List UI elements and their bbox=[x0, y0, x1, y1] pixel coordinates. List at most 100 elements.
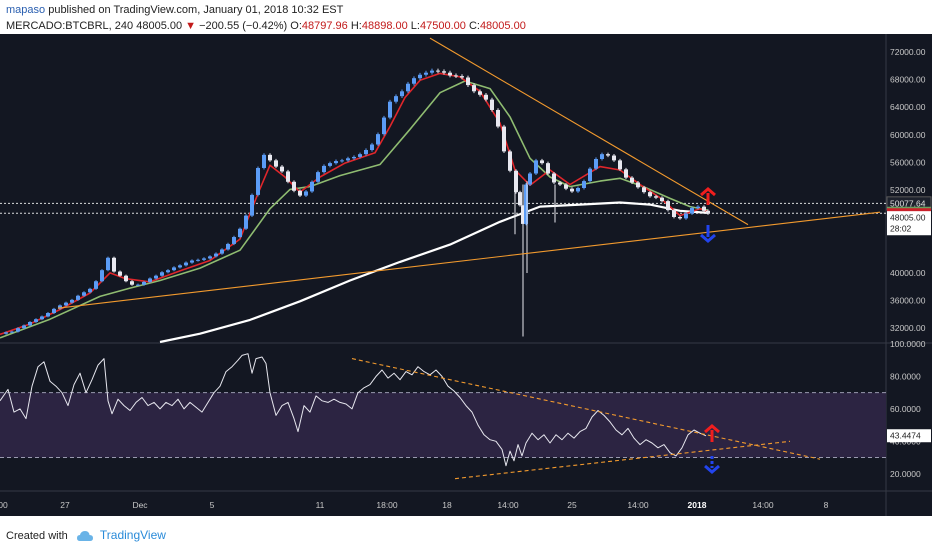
tradingview-brand-link[interactable]: TradingView bbox=[99, 528, 166, 542]
candle-body bbox=[322, 165, 326, 173]
candle-body bbox=[286, 171, 290, 182]
rsi-axis-tick: 100.0000 bbox=[890, 339, 926, 349]
candle-body bbox=[400, 91, 404, 97]
rsi-up-arrow-icon-head bbox=[704, 464, 720, 474]
candle-body bbox=[202, 258, 206, 260]
created-with-text: Created with bbox=[6, 530, 68, 542]
price-axis-tick: 72000.00 bbox=[890, 47, 926, 57]
candle-body bbox=[112, 257, 116, 272]
candle-body bbox=[28, 321, 32, 326]
candle-body bbox=[678, 217, 682, 219]
open-value: 48797.96 bbox=[301, 20, 348, 32]
author-link[interactable]: mapaso bbox=[6, 4, 46, 16]
candle-body bbox=[528, 173, 532, 185]
time-axis-tick: 2018 bbox=[688, 500, 707, 510]
rsi-down-arrow-icon bbox=[704, 424, 720, 442]
candle-body bbox=[94, 281, 98, 289]
candle-body bbox=[424, 72, 428, 75]
support-up-arrow-icon-head bbox=[700, 233, 716, 243]
candle-body bbox=[484, 94, 488, 100]
publication-line: mapaso published on TradingView.com, Jan… bbox=[6, 4, 343, 16]
low-value: 47500.00 bbox=[419, 20, 466, 32]
candle-body bbox=[460, 76, 464, 78]
ohlc-legend: MERCADO:BTCBRL, 240 48005.00 ▼ −200.55 (… bbox=[6, 20, 526, 32]
candle-body bbox=[370, 144, 374, 151]
candle-body bbox=[310, 181, 314, 192]
candle-body bbox=[594, 158, 598, 169]
price-change: −200.55 (−0.42%) bbox=[199, 20, 288, 32]
candle-body bbox=[630, 177, 634, 183]
candle-body bbox=[690, 208, 694, 214]
candle-body bbox=[268, 154, 272, 161]
candle-body bbox=[82, 292, 86, 296]
candle-body bbox=[298, 190, 302, 196]
candle-body bbox=[184, 262, 188, 266]
candle-body bbox=[304, 191, 308, 196]
price-axis-tick: 64000.00 bbox=[890, 102, 926, 112]
change-down-icon: ▼ bbox=[185, 20, 197, 32]
resistance-down-arrow-icon-head bbox=[700, 187, 716, 197]
price-label: 50077.64 bbox=[890, 198, 926, 208]
candle-body bbox=[100, 270, 104, 282]
candle-body bbox=[558, 182, 562, 185]
rsi-band bbox=[0, 392, 886, 458]
candle-body bbox=[654, 196, 658, 198]
candle-body bbox=[22, 325, 26, 329]
candle-body bbox=[430, 70, 434, 73]
footer-bar: Created with TradingView bbox=[0, 516, 932, 550]
candle-body bbox=[352, 156, 356, 159]
candle-body bbox=[582, 181, 586, 188]
chart-canvas[interactable]: 72000.00 68000.00 64000.00 60000.00 56000.00… bbox=[0, 34, 932, 516]
candle-body bbox=[58, 305, 62, 309]
ema-slow-line bbox=[0, 80, 709, 339]
candle-body bbox=[238, 228, 242, 238]
chart-area[interactable]: 72000.00 68000.00 64000.00 60000.00 56000.00… bbox=[0, 34, 932, 516]
candle-body bbox=[382, 117, 386, 135]
created-with: Created with TradingView bbox=[6, 528, 166, 542]
rsi-trendline bbox=[351, 358, 821, 460]
candle-body bbox=[358, 154, 362, 157]
time-axis-tick: Dec bbox=[132, 500, 148, 510]
candle-body bbox=[52, 308, 56, 313]
candle-body bbox=[106, 257, 110, 271]
price-axis-tick: 60000.00 bbox=[890, 130, 926, 140]
price-label-box bbox=[887, 211, 931, 225]
candle-body bbox=[76, 295, 80, 300]
candle-body bbox=[606, 154, 610, 156]
rsi-down-arrow-icon-head bbox=[704, 424, 720, 434]
last-price: 48005.00 bbox=[136, 20, 183, 32]
candle-body bbox=[346, 158, 350, 161]
candle-body bbox=[552, 173, 556, 183]
candle-body bbox=[600, 154, 604, 159]
candle-body bbox=[160, 272, 164, 276]
time-axis-tick: 5 bbox=[210, 500, 215, 510]
candle-body bbox=[660, 197, 664, 202]
candle-body bbox=[508, 151, 512, 171]
time-axis-tick: 14:00 bbox=[752, 500, 774, 510]
high-value: 48898.00 bbox=[361, 20, 408, 32]
candle-body bbox=[570, 188, 574, 192]
candle-body bbox=[546, 163, 550, 174]
candle-body bbox=[280, 166, 284, 172]
candle-body bbox=[534, 160, 538, 174]
candle-body bbox=[130, 281, 134, 285]
time-axis-tick: 18 bbox=[442, 500, 452, 510]
candle-body bbox=[196, 259, 200, 261]
candle-body bbox=[328, 163, 332, 166]
time-axis-tick: 00 bbox=[0, 500, 8, 510]
price-axis-tick: 36000.00 bbox=[890, 296, 926, 306]
close-label: C: bbox=[468, 20, 480, 32]
candle-body bbox=[454, 75, 458, 77]
candle-body bbox=[364, 150, 368, 155]
sma-long-line bbox=[159, 201, 709, 344]
candle-body bbox=[472, 85, 476, 92]
candle-body bbox=[564, 184, 568, 189]
candle-body bbox=[576, 188, 580, 192]
candle-body bbox=[418, 74, 422, 79]
candle-body bbox=[172, 267, 176, 271]
rsi-last-value-box bbox=[887, 429, 931, 443]
price-label-box bbox=[887, 222, 931, 236]
candle-body bbox=[256, 167, 260, 195]
candle-body bbox=[190, 260, 194, 263]
candle-body bbox=[340, 160, 344, 162]
